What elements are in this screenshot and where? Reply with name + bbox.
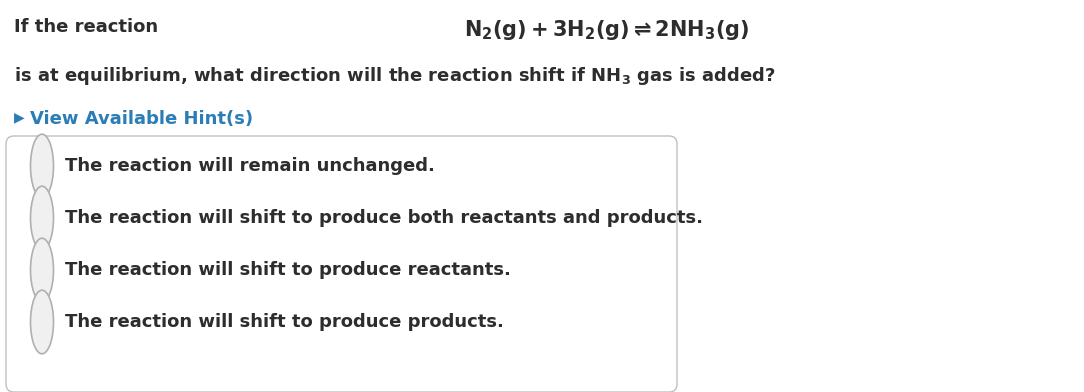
Ellipse shape	[30, 134, 53, 198]
Text: The reaction will shift to produce both reactants and products.: The reaction will shift to produce both …	[65, 209, 704, 227]
Text: $\mathbf{N_2(g) + 3H_2(g) \rightleftharpoons 2NH_3(g)}$: $\mathbf{N_2(g) + 3H_2(g) \rightleftharp…	[464, 18, 750, 42]
Text: View Available Hint(s): View Available Hint(s)	[30, 110, 254, 128]
Ellipse shape	[30, 186, 53, 250]
Ellipse shape	[30, 290, 53, 354]
Text: is at equilibrium, what direction will the reaction shift if $\mathbf{NH_3}$ gas: is at equilibrium, what direction will t…	[14, 65, 776, 87]
Text: ▶: ▶	[14, 110, 25, 124]
Ellipse shape	[30, 238, 53, 302]
Text: The reaction will remain unchanged.: The reaction will remain unchanged.	[65, 157, 435, 175]
Text: The reaction will shift to produce reactants.: The reaction will shift to produce react…	[65, 261, 511, 279]
Text: If the reaction: If the reaction	[14, 18, 158, 36]
Text: The reaction will shift to produce products.: The reaction will shift to produce produ…	[65, 313, 504, 331]
FancyBboxPatch shape	[7, 136, 678, 392]
